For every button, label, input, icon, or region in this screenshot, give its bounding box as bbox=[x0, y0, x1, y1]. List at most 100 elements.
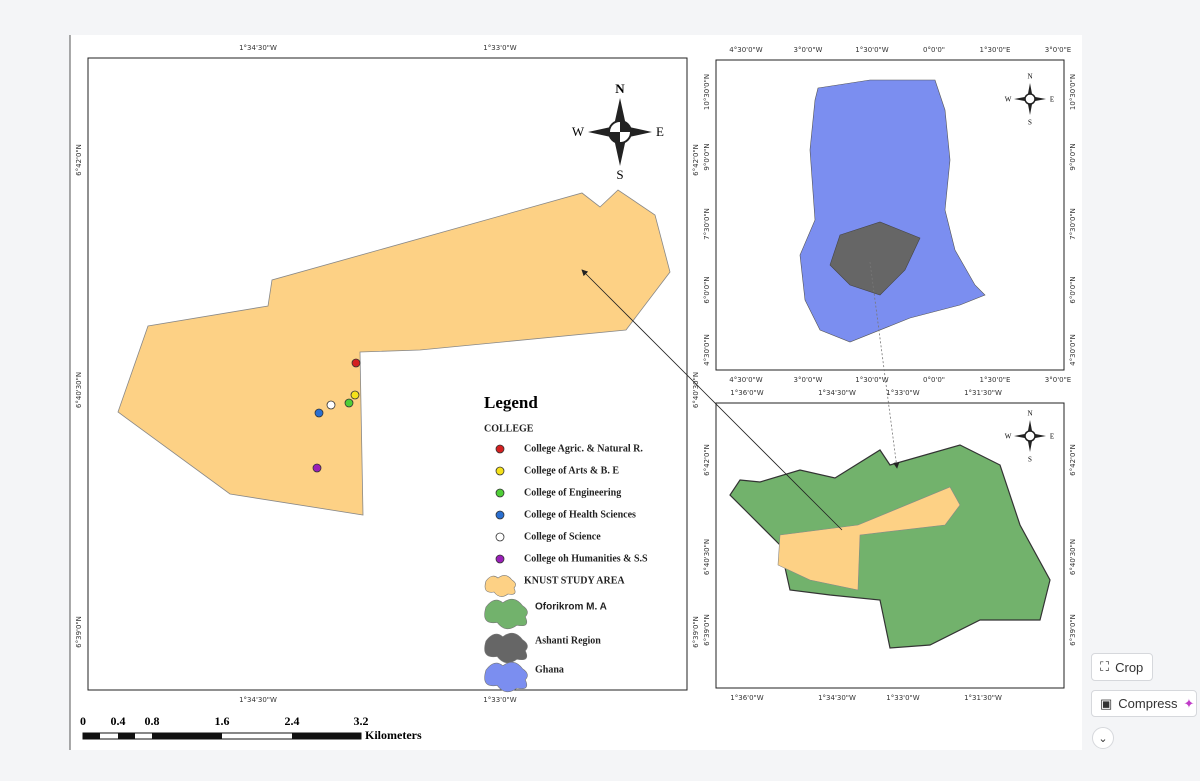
legend-group: COLLEGE bbox=[484, 423, 534, 434]
y-coord-label: 9°0'0"N bbox=[703, 143, 711, 170]
scale-label: 1.6 bbox=[215, 714, 230, 728]
y-coord-label: 6°39'0"N bbox=[703, 614, 711, 646]
legend-swatch bbox=[495, 532, 505, 542]
x-coord-label: 1°34'30"W bbox=[818, 694, 856, 702]
compress-button[interactable]: ▣ Compress ✦ bbox=[1091, 690, 1197, 717]
compass-letter: N bbox=[1027, 73, 1032, 81]
compress-label: Compress bbox=[1118, 696, 1178, 711]
college-point bbox=[351, 358, 361, 368]
x-coord-label: 1°30'0"W bbox=[855, 376, 888, 384]
pointer-arrow bbox=[869, 261, 900, 469]
compass-letter: W bbox=[1005, 96, 1012, 104]
x-coord-label: 3°0'0"W bbox=[794, 46, 823, 54]
y-coord-label: 6°0'0"N bbox=[1069, 276, 1077, 303]
y-coord-label: 6°42'0"N bbox=[703, 444, 711, 476]
scale-bar bbox=[82, 732, 362, 740]
legend-title: Legend bbox=[484, 393, 538, 412]
legend-label: College of Science bbox=[524, 531, 601, 542]
x-coord-label: 1°34'30"W bbox=[239, 696, 277, 704]
legend-label: College of Health Sciences bbox=[524, 509, 636, 520]
legend-swatch bbox=[495, 444, 505, 454]
x-coord-label: 1°30'0"W bbox=[855, 46, 888, 54]
college-point bbox=[314, 408, 324, 418]
x-coord-label: 1°30'0"E bbox=[980, 376, 1011, 384]
compass-letter: E bbox=[1050, 96, 1054, 104]
x-coord-label: 4°30'0"W bbox=[729, 46, 762, 54]
y-coord-label: 6°0'0"N bbox=[703, 276, 711, 303]
compass-e: E bbox=[656, 124, 664, 139]
legend-label: College of Arts & B. E bbox=[524, 465, 619, 476]
x-coord-label: 1°31'30"W bbox=[964, 389, 1002, 397]
y-coord-label: 6°39'0"N bbox=[75, 616, 83, 648]
college-point bbox=[326, 400, 336, 410]
scale-label: 0 bbox=[80, 714, 86, 728]
college-point bbox=[312, 463, 322, 473]
compass-letter: S bbox=[1028, 119, 1032, 127]
compass-letter: W bbox=[1005, 433, 1012, 441]
y-coord-label: 6°39'0"N bbox=[1069, 614, 1077, 646]
y-coord-label: 7°30'0"N bbox=[1069, 208, 1077, 240]
crop-button[interactable]: ⛶ Crop bbox=[1091, 653, 1153, 681]
x-coord-label: 0°0'0" bbox=[923, 46, 945, 54]
legend: College Agric. & Natural R. College of Ar… bbox=[484, 443, 648, 693]
y-coord-label: 10°30'0"N bbox=[703, 74, 711, 110]
study-area bbox=[117, 189, 671, 516]
x-coord-label: 0°0'0" bbox=[923, 376, 945, 384]
x-coord-label: 1°33'0"W bbox=[886, 389, 919, 397]
x-coord-label: 1°36'0"W bbox=[730, 694, 763, 702]
x-coord-label: 3°0'0"E bbox=[1045, 46, 1071, 54]
scale-label: 0.4 bbox=[111, 714, 126, 728]
x-coord-label: 1°33'0"W bbox=[483, 44, 516, 52]
x-coord-label: 1°33'0"W bbox=[483, 696, 516, 704]
compass-n: N bbox=[615, 81, 625, 96]
crop-icon: ⛶ bbox=[1100, 659, 1110, 674]
y-coord-label: 4°30'0"N bbox=[703, 334, 711, 366]
compass-s: S bbox=[616, 167, 623, 182]
y-coord-label: 6°42'0"N bbox=[75, 144, 83, 176]
study-area-inset bbox=[777, 486, 961, 591]
compass-letter: E bbox=[1050, 433, 1054, 441]
legend-swatch bbox=[495, 554, 505, 564]
compass bbox=[588, 98, 652, 166]
y-coord-label: 6°39'0"N bbox=[692, 616, 700, 648]
ashanti-region bbox=[829, 221, 921, 296]
x-coord-label: 1°34'30"W bbox=[239, 44, 277, 52]
legend-swatch bbox=[495, 488, 505, 498]
x-coord-label: 3°0'0"E bbox=[1045, 376, 1071, 384]
scale-label: 3.2 bbox=[354, 714, 369, 728]
x-coord-label: 1°36'0"W bbox=[730, 389, 763, 397]
compass-letter: S bbox=[1028, 456, 1032, 464]
mini-compass: N S W E bbox=[1005, 73, 1054, 127]
college-point bbox=[344, 398, 354, 408]
x-coord-label: 4°30'0"W bbox=[729, 376, 762, 384]
y-coord-label: 4°30'0"N bbox=[1069, 334, 1077, 366]
compass-ring bbox=[1024, 93, 1036, 105]
compass-ring bbox=[1024, 430, 1036, 442]
legend-label: Ghana bbox=[535, 664, 564, 675]
college-point bbox=[350, 390, 360, 400]
legend-swatch bbox=[484, 598, 528, 630]
legend-label: Ashanti Region bbox=[535, 635, 601, 646]
x-coord-label: 1°30'0"E bbox=[980, 46, 1011, 54]
map-figure: N S W E Legend COLLEGE College Agric. & … bbox=[69, 35, 1082, 750]
y-coord-label: 6°42'0"N bbox=[692, 144, 700, 176]
y-coord-label: 9°0'0"N bbox=[1069, 143, 1077, 170]
legend-swatch bbox=[484, 575, 516, 597]
y-coord-label: 6°40'30"N bbox=[75, 372, 83, 408]
crop-label: Crop bbox=[1115, 659, 1144, 675]
expand-button[interactable]: ⌄ bbox=[1092, 727, 1114, 749]
y-coord-label: 7°30'0"N bbox=[703, 208, 711, 240]
legend-label: College Agric. & Natural R. bbox=[524, 443, 643, 454]
scale-label: 2.4 bbox=[285, 714, 300, 728]
pointer-arrow bbox=[581, 269, 843, 531]
y-coord-label: 6°40'30"N bbox=[1069, 539, 1077, 575]
legend-swatch bbox=[495, 510, 505, 520]
legend-label: Oforikrom M. A bbox=[535, 602, 607, 613]
scale-unit: Kilometers bbox=[365, 728, 422, 742]
scale-label: 0.8 bbox=[145, 714, 160, 728]
y-coord-label: 6°42'0"N bbox=[1069, 444, 1077, 476]
compress-icon: ▣ bbox=[1100, 695, 1113, 711]
x-coord-label: 3°0'0"W bbox=[794, 376, 823, 384]
y-coord-label: 10°30'0"N bbox=[1069, 74, 1077, 110]
